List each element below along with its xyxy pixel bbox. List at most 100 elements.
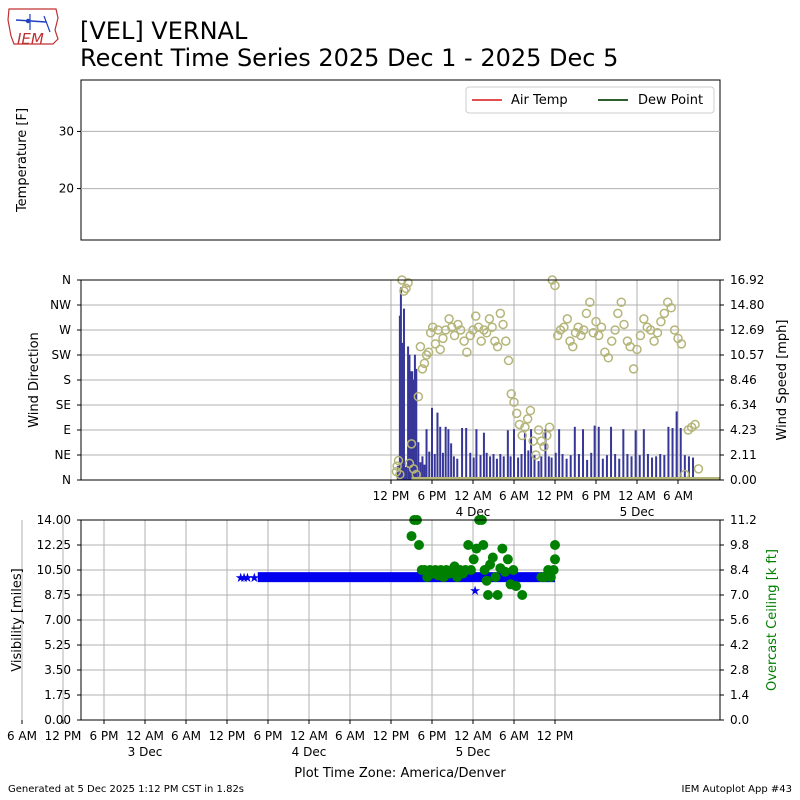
wind-speed-bar: [405, 466, 408, 480]
wind-speed-bar: [554, 452, 557, 480]
wind-speed-bar: [408, 354, 411, 480]
wind-speed-bar: [402, 308, 405, 480]
visibility-x-date-label: 3 Dec: [128, 745, 163, 759]
wind-speed-bar: [642, 429, 645, 480]
wind-speed-bar: [489, 456, 492, 480]
wind-speed-bar: [634, 430, 637, 480]
visibility-tick-label: 1.75: [44, 688, 71, 702]
wind-speed-bar: [413, 354, 416, 480]
ceiling-tick-label: 1.4: [730, 688, 749, 702]
visibility-x-date-label: 4 Dec: [292, 745, 327, 759]
wind-speed-bar: [469, 452, 472, 480]
wind-x-tick-label: 6 PM: [581, 489, 610, 503]
visibility-tick-label: 10.50: [37, 563, 71, 577]
wind-speed-bar: [482, 432, 485, 480]
wind-direction-point: [413, 391, 424, 402]
wind-speed-bar: [597, 426, 600, 480]
wind-speed-bar: [667, 426, 670, 480]
wind-speed-bar: [638, 455, 641, 480]
wind-x-tick-label: 6 AM: [499, 489, 529, 503]
visibility-gridlines: [21, 519, 720, 721]
visibility-x-tick-label: 12 PM: [45, 729, 82, 743]
wind-speed-bar: [461, 427, 464, 480]
wind-direction-point: [427, 322, 438, 332]
temperature-legend: Air Temp Dew Point: [465, 86, 715, 114]
wind-speed-bar: [485, 452, 488, 480]
wind-direction-point: [406, 439, 417, 449]
wind-speed-bar: [399, 287, 402, 480]
visibility-tick-label: 8.75: [44, 588, 71, 602]
wind-direction-point: [403, 278, 413, 288]
wind-speed-tick-label: 6.34: [730, 398, 757, 412]
wind-speed-bar: [506, 430, 509, 480]
wind-direction-point: [531, 450, 541, 460]
wind-direction-tick-label: S: [63, 373, 71, 387]
wind-speed-bar: [614, 453, 617, 480]
wind-direction-point: [680, 469, 690, 480]
wind-direction-point: [453, 319, 463, 330]
legend-label-air-temp: Air Temp: [511, 93, 568, 108]
wind-speed-bar: [527, 450, 530, 480]
wind-direction-tick-label: N: [62, 473, 71, 487]
wind-direction-point: [591, 316, 601, 327]
wind-direction-point: [438, 333, 448, 344]
wind-direction-point: [411, 469, 422, 480]
ceiling-point: [500, 566, 511, 577]
ceiling-point: [487, 552, 498, 563]
wind-direction-point: [430, 339, 441, 349]
wind-direction-point: [632, 344, 642, 355]
visibility-tick-label: 5.25: [44, 638, 71, 652]
wind-speed-bar: [401, 342, 404, 480]
wind-speed-bar: [622, 429, 625, 480]
wind-direction-point: [669, 325, 680, 335]
wind-speed-bar: [537, 461, 540, 480]
temperature-plot-frame: [80, 79, 721, 241]
wind-direction-point: [455, 325, 466, 335]
ceiling-point: [550, 540, 560, 550]
wind-direction-point: [676, 339, 687, 349]
visibility-series: ★★★★★: [235, 571, 555, 599]
wind-direction-point: [550, 280, 560, 291]
ceiling-point: [508, 565, 519, 575]
wind-direction-point: [470, 311, 481, 321]
wind-direction-point: [639, 314, 649, 324]
visibility-x-tick-label: 6 AM: [335, 729, 365, 743]
visibility-x-tick-label: 6 PM: [417, 729, 446, 743]
wind-direction-point: [459, 336, 469, 346]
wind-speed-tick-label: 14.80: [730, 298, 764, 312]
visibility-point: ★: [235, 571, 247, 586]
wind-direction-point: [536, 436, 547, 446]
wind-direction-point: [401, 283, 411, 294]
wind-direction-point: [568, 341, 578, 352]
wind-direction-point: [573, 322, 583, 332]
visibility-tick-label: 3.50: [44, 663, 71, 677]
wind-direction-point: [666, 303, 676, 313]
visibility-x-tick-label: 12 PM: [373, 729, 410, 743]
visibility-point: ★: [242, 571, 254, 586]
wind-direction-point: [419, 358, 430, 369]
ceiling-point: [483, 590, 494, 600]
wind-direction-point: [495, 308, 506, 319]
visibility-x-tick-label: 12 PM: [537, 729, 574, 743]
wind-direction-point: [693, 464, 704, 474]
wind-x-tick-label: 12 PM: [373, 489, 410, 503]
wind-speed-bar: [509, 456, 512, 480]
wind-direction-tick-label: SW: [52, 348, 72, 362]
ceiling-point: [465, 565, 476, 575]
wind-direction-point: [603, 353, 614, 363]
wind-direction-tick-label: SE: [56, 398, 71, 412]
visibility-band: [257, 572, 555, 583]
wind-speed-bar: [586, 459, 589, 480]
wind-direction-point: [542, 430, 552, 441]
wind-x-date-label: 5 Dec: [620, 505, 655, 519]
ceiling-point: [414, 540, 425, 550]
wind-speed-bar: [659, 453, 662, 480]
wind-direction-point: [610, 325, 620, 335]
wind-speed-bar: [502, 456, 505, 480]
ceiling-point: [406, 531, 417, 542]
ceiling-point: [511, 581, 522, 592]
wind-speed-bar: [396, 465, 399, 480]
wind-x-tick-label: 12 AM: [618, 489, 656, 503]
wind-speed-bar: [630, 456, 633, 480]
wind-direction-point: [525, 405, 536, 416]
